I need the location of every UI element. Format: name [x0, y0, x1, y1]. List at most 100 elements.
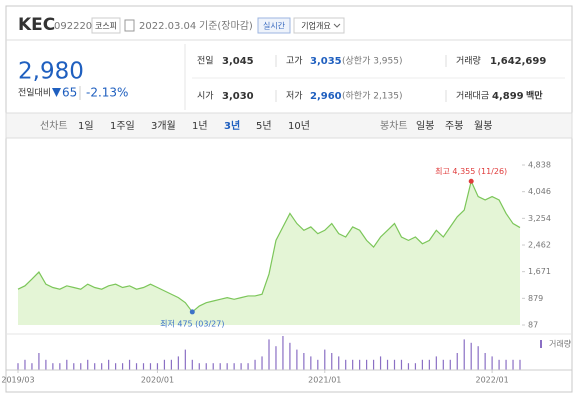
volume-bar	[38, 353, 40, 370]
tab[interactable]: 1일	[78, 120, 94, 132]
volume-bar	[331, 353, 333, 370]
volume-bar	[94, 363, 96, 370]
date: 2022.03.04	[139, 21, 196, 32]
volume-label: 거래량	[549, 339, 572, 349]
info-note: 백만	[526, 90, 543, 102]
tab[interactable]: 10년	[288, 120, 310, 132]
basis: 기준(장마감)	[199, 20, 253, 32]
company[interactable]: 기업개요	[301, 21, 330, 31]
volume-legend-icon	[540, 340, 542, 348]
info-label: 시가	[197, 91, 214, 102]
info-label: 고가	[286, 56, 303, 67]
volume-bar	[142, 363, 145, 370]
stock-code: 092220	[54, 21, 92, 32]
volume-bar	[435, 356, 437, 370]
volume-bar	[135, 363, 138, 370]
volume-bar	[310, 356, 312, 370]
info-value: 1,642,699	[490, 56, 546, 67]
tab[interactable]: 1주일	[110, 120, 135, 132]
volume-bar	[115, 363, 117, 370]
info-note: (상한가 3,955)	[342, 56, 403, 67]
volume-bar	[198, 363, 200, 370]
volume-bar	[484, 353, 486, 370]
volume-bar	[226, 363, 228, 370]
volume-bar	[400, 359, 403, 370]
volume-bar	[463, 339, 465, 370]
tab[interactable]: 주봉	[445, 120, 463, 132]
low-marker	[189, 309, 195, 315]
volume-bar	[372, 359, 375, 370]
tab[interactable]: 월봉	[474, 120, 492, 132]
volume-bar	[149, 363, 152, 370]
change-label: 전일대비	[18, 88, 51, 99]
y-tick-label: 1,671	[528, 267, 551, 276]
volume-bar	[45, 359, 47, 370]
change: 65	[62, 86, 77, 100]
info-label: 거래량	[456, 55, 481, 67]
x-tick-label: 2022/01	[475, 376, 508, 385]
volume-bar	[379, 356, 382, 370]
calendar-icon	[124, 19, 135, 32]
y-tick-label: 2,462	[528, 241, 551, 250]
volume-bar	[421, 359, 423, 370]
volume-bar	[519, 359, 521, 370]
tab[interactable]: 1년	[192, 120, 208, 132]
x-tick-label: 2021/01	[308, 376, 341, 385]
volume-bar	[345, 359, 347, 370]
volume-bar	[163, 359, 166, 370]
volume-bar	[442, 359, 444, 370]
high-label: 최고 4,355 (11/26)	[435, 166, 507, 176]
company-button[interactable]	[293, 17, 345, 34]
info-value: 3,030	[222, 91, 254, 102]
tab[interactable]: 3개월	[151, 120, 176, 132]
volume-bar	[219, 363, 221, 370]
volume-bar	[512, 359, 514, 370]
volume-bar	[386, 359, 389, 370]
volume-bar	[456, 353, 458, 370]
volume-bar	[491, 356, 493, 370]
info-note: (하한가 2,135)	[342, 91, 403, 102]
volume-bar	[352, 359, 354, 370]
volume-bar	[268, 339, 270, 370]
volume-bar	[240, 363, 242, 370]
stock-name: KEC	[18, 15, 55, 35]
change-pct: -2.13%	[86, 86, 128, 100]
y-tick-label: 4,046	[528, 187, 551, 196]
volume-bar	[177, 356, 179, 370]
realtime-badge[interactable]	[257, 17, 291, 34]
x-tick-label: 2019/03	[1, 376, 34, 385]
volume-bar	[407, 363, 410, 370]
low-label: 최저 475 (03/27)	[160, 318, 224, 328]
info-value: 3,045	[222, 56, 254, 67]
volume-bar	[324, 349, 326, 370]
dropdown-icon	[333, 23, 341, 28]
volume-bar	[73, 363, 75, 370]
y-tick-label: 3,254	[528, 214, 551, 223]
realtime[interactable]: 실시간	[263, 21, 286, 31]
volume-bar	[275, 346, 277, 370]
volume-bar	[170, 359, 172, 370]
volume-bar	[24, 359, 26, 370]
volume-bar	[156, 363, 159, 370]
volume-bar	[338, 356, 340, 370]
volume-bar	[296, 349, 298, 370]
volume-bar	[108, 359, 110, 370]
volume-bar	[498, 359, 500, 370]
tab[interactable]: 5년	[256, 120, 272, 132]
volume-bar	[101, 363, 103, 370]
price: 2,980	[18, 59, 84, 85]
tab-bar	[5, 112, 573, 139]
tab[interactable]: 일봉	[416, 120, 434, 132]
volume-bar	[247, 363, 249, 370]
volume-bar	[477, 346, 479, 370]
y-tick-label: 87	[528, 321, 538, 330]
info-label: 전일	[197, 56, 214, 67]
volume-bar	[393, 359, 396, 370]
info-label: 저가	[286, 91, 303, 102]
tab[interactable]: 3년	[224, 119, 240, 132]
y-tick-label: 879	[528, 294, 543, 303]
volume-bar	[80, 363, 82, 370]
volume-bar	[17, 363, 19, 370]
tab-group-label: 선차트	[40, 120, 68, 132]
